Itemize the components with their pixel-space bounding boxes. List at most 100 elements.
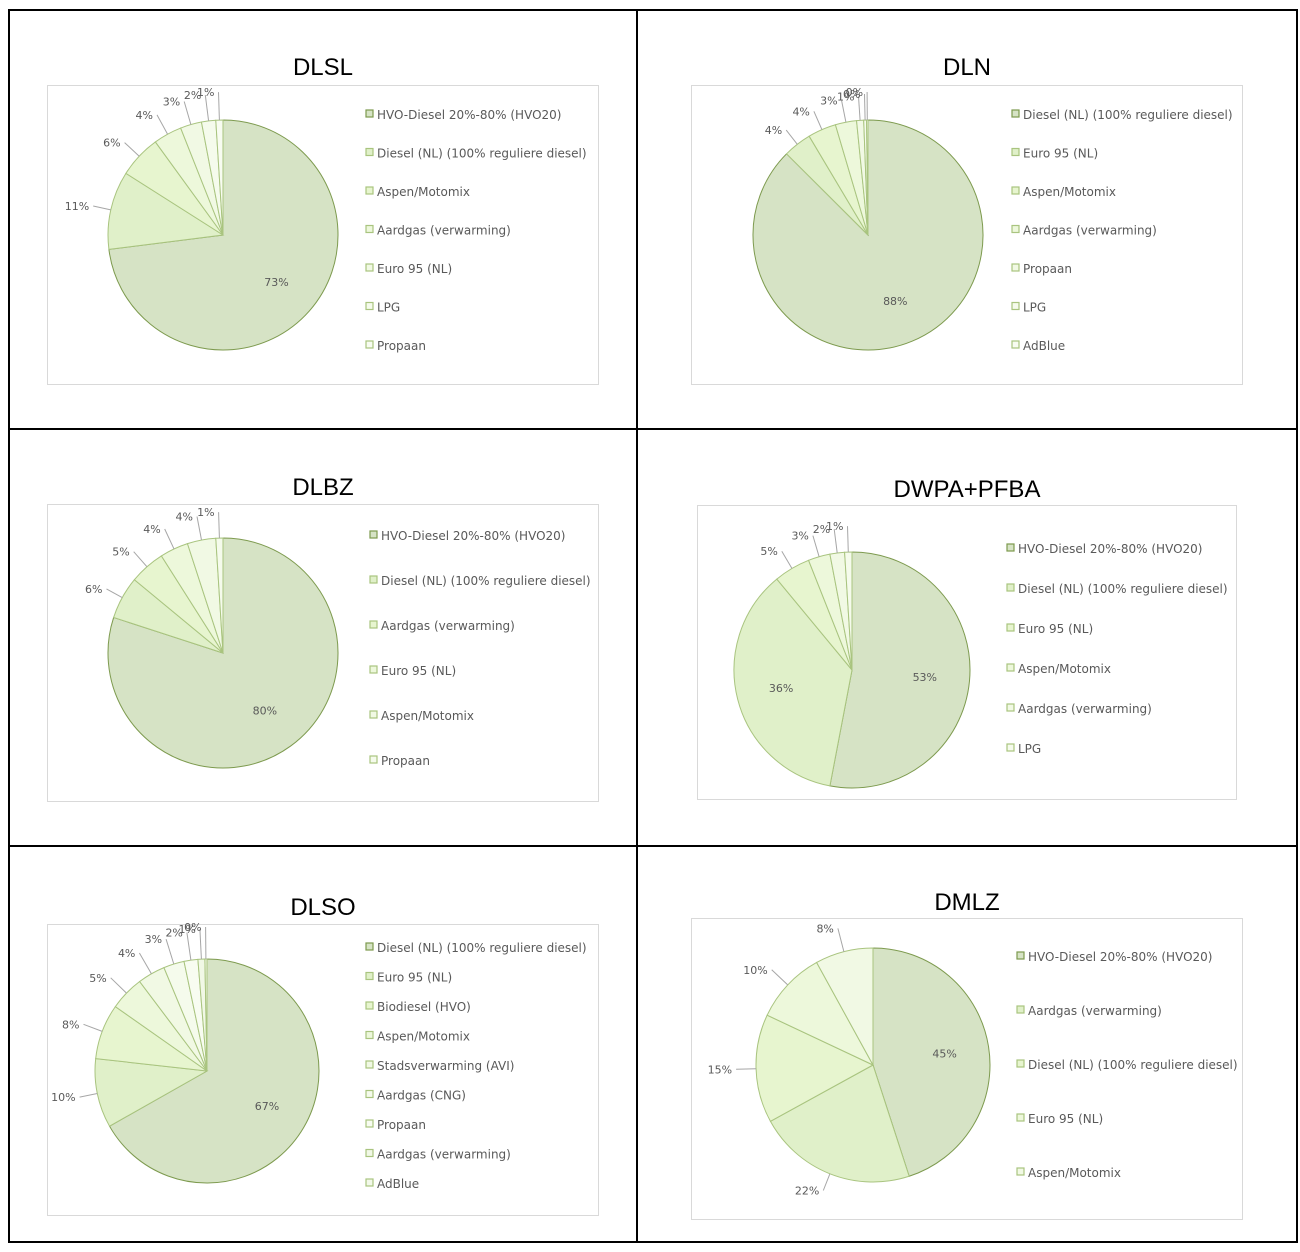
leader-line [736,1068,757,1070]
data-label: 2% [813,523,830,536]
legend-label: Propaan [1023,262,1072,276]
legend-label: Euro 95 (NL) [377,971,452,985]
legend-label: AdBlue [377,1177,419,1191]
chart-title-dlsl: DLSL [292,54,354,81]
pie-slice [108,958,320,1184]
legend-swatch [1006,583,1015,592]
leader-line [822,1173,831,1191]
data-label: 1% [837,90,854,103]
leader-line [199,929,202,960]
leader-line [837,928,845,952]
legend-label: Propaan [377,1118,426,1132]
leader-line [196,516,202,541]
leader-line [218,92,220,121]
leader-line [124,142,140,157]
pie-slice [815,947,874,1066]
legend-label: Euro 95 (NL) [381,664,456,678]
legend-swatch [1011,340,1020,349]
legend-label: Propaan [377,339,426,353]
pie-slice [829,551,971,789]
legend-label: Stadsverwarming (AVI) [377,1059,514,1073]
legend-swatch [1011,186,1020,195]
data-label: 1% [197,506,214,519]
data-label: 5% [760,545,777,558]
legend-label: Aardgas (verwarming) [377,1148,511,1162]
legend-swatch [365,1030,374,1040]
legend-label: Diesel (NL) (100% reguliere diesel) [377,147,587,161]
data-label: 4% [792,105,809,118]
legend-label: Diesel (NL) (100% reguliere diesel) [381,574,591,588]
legend-swatch [365,1060,374,1069]
pie-slice [866,119,869,236]
pie-slice [872,947,991,1177]
data-label: 53% [913,671,937,684]
chart-frame-dlso [47,924,599,1216]
legend-label: Aardgas (verwarming) [1018,702,1152,716]
legend-label: Aardgas (verwarming) [1023,224,1157,238]
chart-title-dmlz: DMLZ [934,889,1000,916]
data-label: 5% [89,972,106,985]
data-label: 4% [176,511,193,524]
data-label: 80% [253,705,277,718]
grid-divider-vertical [636,9,638,1243]
legend-label: Euro 95 (NL) [377,262,452,276]
legend-swatch [365,1178,374,1187]
legend-swatch [369,620,378,629]
legend-swatch [1016,1113,1025,1122]
legend-swatch [365,109,374,118]
legend-label: Propaan [381,754,430,768]
pie-slice [107,172,225,250]
legend-swatch [365,224,374,234]
chart-title-dln: DLN [942,54,991,81]
legend-label: Euro 95 (NL) [1028,1112,1103,1126]
data-label: 2% [165,927,182,940]
leader-line [833,529,838,553]
legend-swatch [1011,224,1020,234]
leader-line [156,114,169,135]
leader-line [858,96,861,121]
legend-swatch [365,1119,374,1128]
leader-line [864,93,866,121]
data-label: 0% [184,921,201,934]
legend-label: LPG [377,301,400,315]
data-label: 6% [85,583,102,596]
legend-swatch [365,971,374,981]
leader-line [785,129,798,145]
legend-swatch [369,665,378,674]
legend-swatch [365,942,374,951]
legend-label: Euro 95 (NL) [1023,147,1098,161]
legend-label: Aardgas (CNG) [377,1089,466,1103]
data-label: 4% [765,124,782,137]
legend-swatch [1016,951,1025,960]
legend-swatch [365,186,374,195]
leader-line [812,535,820,557]
legend-swatch [1016,1059,1025,1068]
legend-label: LPG [1023,301,1046,315]
legend-swatch [365,147,374,157]
legend-label: Aspen/Motomix [381,709,474,723]
legend-swatch [369,575,378,584]
data-label: 15% [708,1063,732,1076]
legend-swatch [369,755,378,764]
data-label: 1% [197,86,214,99]
legend-label: Euro 95 (NL) [1018,622,1093,636]
chart-grid [8,9,1298,1243]
leader-line [164,528,175,550]
chart-frame-dmlz [691,918,1243,1220]
data-label: 4% [118,947,135,960]
pie-slice [107,537,339,769]
legend-swatch [369,530,378,539]
leader-line [79,1093,98,1098]
legend-swatch [369,710,378,719]
data-label: 0% [846,86,863,99]
leader-line [781,550,793,569]
chart-title-dlso: DLSO [290,894,356,921]
legend-swatch [1016,1005,1025,1014]
data-label: 45% [932,1048,956,1061]
leader-line [183,101,192,125]
chart-frame-dwpa-pfba [697,505,1237,800]
